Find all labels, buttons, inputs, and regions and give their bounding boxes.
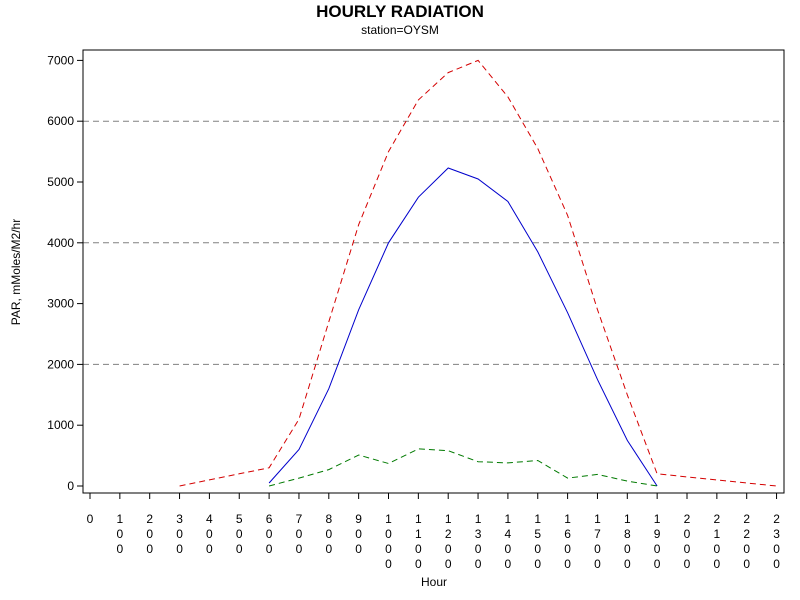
y-axis-label: PAR, mMoles/M2/hr — [9, 219, 23, 325]
x-axis-label: Hour — [421, 575, 447, 589]
grid-layer — [83, 120, 784, 365]
series-line-2 — [268, 448, 658, 487]
series-layer — [179, 59, 777, 487]
chart-subtitle: station=OYSM — [361, 23, 439, 37]
y-tick-label-2: 2000 — [47, 357, 74, 371]
axis-layer: 0 1000 2000 3000 4000 5000 6000 7000 0 1 0 0 2 0 0 3 0 0 4… — [47, 53, 780, 571]
y-tick-label-1: 1000 — [47, 418, 74, 432]
y-tick-label-6: 6000 — [47, 114, 74, 128]
y-tick-label-3: 3000 — [47, 297, 74, 311]
series-line-0 — [179, 59, 777, 487]
chart-title: HOURLY RADIATION — [316, 2, 484, 21]
plot-frame — [82, 49, 785, 494]
y-tick-label-4: 4000 — [47, 236, 74, 250]
y-tick-label-0: 0 — [67, 479, 74, 493]
series-line-1 — [268, 167, 658, 487]
x-tick-label-0: 0 — [87, 512, 94, 526]
y-tick-label-7: 7000 — [47, 53, 74, 67]
y-tick-label-5: 5000 — [47, 175, 74, 189]
